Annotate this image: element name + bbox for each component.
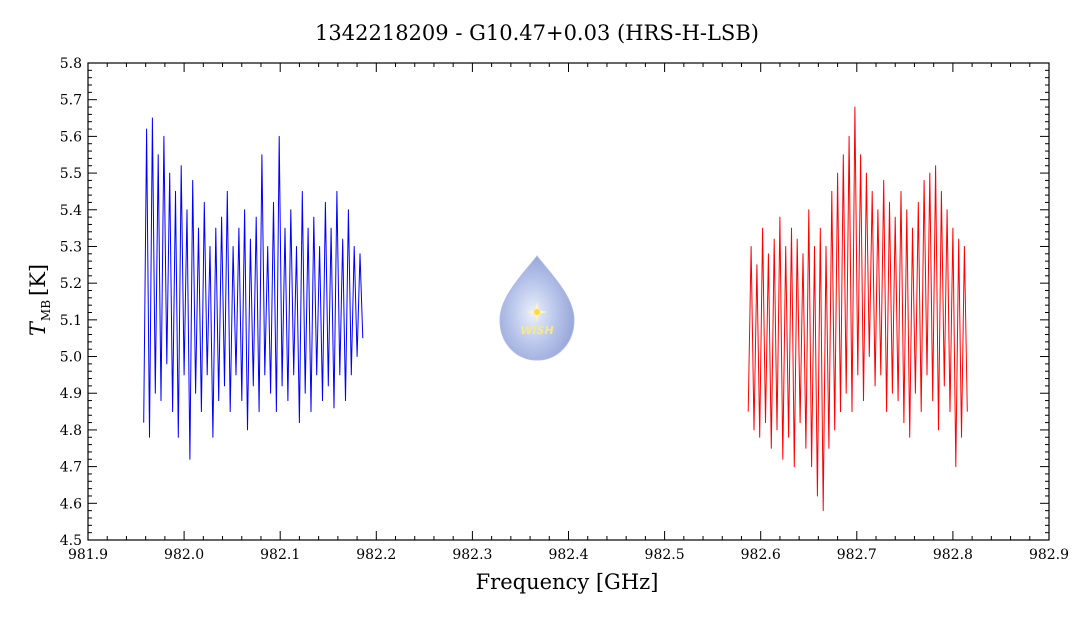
series-red-line — [747, 106, 968, 512]
x-tick-label: 982.3 — [452, 547, 492, 563]
axis-ticks — [87, 62, 1050, 541]
star-icon — [527, 302, 547, 322]
y-tick-label: 5.3 — [60, 239, 82, 255]
x-tick-label: 982.1 — [260, 547, 300, 563]
x-tick-label: 982.7 — [837, 547, 877, 563]
y-axis-unit: [K] — [26, 264, 50, 296]
y-tick-label: 4.8 — [60, 423, 82, 439]
y-tick-label: 5.7 — [60, 93, 82, 109]
wish-logo: WISH — [499, 255, 575, 361]
y-axis-symbol: T — [26, 320, 50, 336]
y-tick-label: 5.0 — [60, 350, 82, 366]
y-tick-label: 5.5 — [60, 166, 82, 182]
y-tick-label: 5.8 — [60, 56, 82, 72]
series-layer — [143, 106, 968, 512]
x-axis-label: Frequency [GHz] — [476, 570, 659, 594]
y-tick-label: 5.1 — [60, 313, 82, 329]
y-tick-label: 4.6 — [60, 496, 82, 512]
y-tick-label: 4.7 — [60, 460, 82, 476]
y-tick-label: 5.6 — [60, 129, 82, 145]
x-tick-label: 982.5 — [645, 547, 685, 563]
series-blue-line — [143, 117, 364, 460]
x-tick-label: 982.8 — [933, 547, 973, 563]
x-tick-label: 982.9 — [1029, 547, 1069, 563]
y-tick-labels: 4.5 4.6 4.7 4.8 4.9 5.0 5.1 5.2 5.3 5.4 5.5 5.6 5.7 5… — [60, 56, 82, 549]
x-tick-label: 982.6 — [741, 547, 781, 563]
y-tick-label: 4.5 — [60, 533, 82, 549]
logo-text: WISH — [520, 324, 553, 337]
x-tick-label: 981.9 — [68, 547, 108, 563]
svg-text:TMB[K]: TMB [K] — [26, 264, 53, 336]
y-tick-label: 5.2 — [60, 276, 82, 292]
y-tick-label: 5.4 — [60, 203, 82, 219]
x-tick-label: 982.4 — [548, 547, 588, 563]
x-tick-labels: 981.9 982.0 982.1 982.2 982.3 982.4 982.5 982.6… — [68, 547, 1069, 563]
chart-title: 1342218209 - G10.47+0.03 (HRS-H-LSB) — [315, 21, 759, 45]
x-tick-label: 982.0 — [164, 547, 204, 563]
y-axis-subscript: MB — [39, 300, 53, 321]
y-tick-label: 4.9 — [60, 386, 82, 402]
y-axis-label: TMB [K] — [26, 264, 53, 336]
x-tick-label: 982.2 — [356, 547, 396, 563]
